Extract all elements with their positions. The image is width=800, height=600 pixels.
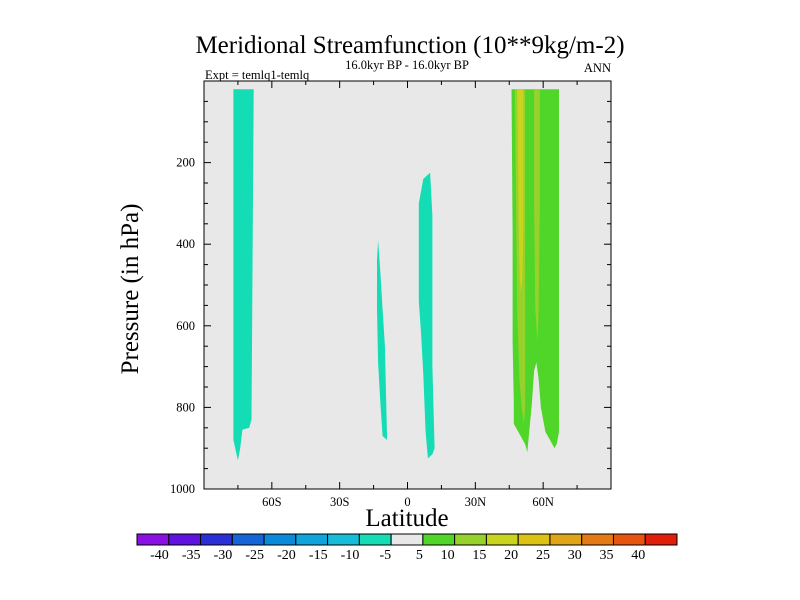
contour-region-northern-peak [517, 89, 524, 294]
y-tick-label: 800 [176, 400, 195, 414]
colorbar: -40 -35 -30 -25 -20 -15 -10 -5 5 10 15 20 25 30 35 40 [136, 533, 678, 563]
x-axis-label: Latitude [365, 505, 448, 532]
colorbar-label: -25 [245, 548, 264, 563]
colorbar-label: 40 [631, 548, 645, 563]
colorbar-swatch [168, 533, 202, 546]
colorbar-label: -10 [341, 548, 360, 563]
colorbar-label: 35 [599, 548, 613, 563]
period-label: 16.0kyr BP - 16.0kyr BP [345, 58, 469, 72]
colorbar-label: -5 [379, 548, 391, 563]
colorbar-swatch [454, 533, 487, 546]
colorbar-label: 20 [504, 548, 518, 563]
colorbar-swatch [612, 533, 646, 546]
season-label: ANN [584, 61, 611, 75]
colorbar-swatch [549, 533, 583, 546]
colorbar-swatch [358, 533, 392, 546]
colorbar-label: 25 [536, 548, 550, 563]
contour-region-northern-core-east [534, 89, 540, 343]
colorbar-swatch [200, 533, 233, 546]
contour-region-tropical-band-north [418, 172, 435, 459]
colorbar-swatch [231, 533, 265, 546]
colorbar-swatch [581, 533, 614, 546]
y-tick-label: 200 [176, 156, 195, 170]
colorbar-label: 5 [416, 548, 423, 563]
colorbar-label: 10 [441, 548, 455, 563]
colorbar-label: 15 [472, 548, 486, 563]
colorbar-swatch [327, 533, 360, 546]
y-axis-label: Pressure (in hPa) [117, 204, 144, 375]
x-tick-label: 0 [404, 495, 410, 509]
colorbar-swatch [644, 533, 678, 546]
colorbar-label: 30 [568, 548, 582, 563]
x-axis: 60S 30S 0 30N 60N [237, 81, 578, 509]
x-tick-label: 30S [330, 495, 350, 509]
colorbar-swatch [517, 533, 551, 546]
y-tick-label: 600 [176, 319, 195, 333]
x-tick-label: 60S [262, 495, 282, 509]
colorbar-swatch [422, 533, 456, 546]
contour-region-southern-band [233, 89, 254, 461]
y-tick-label: 400 [176, 237, 195, 251]
x-tick-label: 60N [532, 495, 554, 509]
colorbar-swatch [295, 533, 329, 546]
x-tick-label: 30N [465, 495, 487, 509]
colorbar-label: -15 [309, 548, 328, 563]
colorbar-swatch [390, 533, 424, 546]
plot-area [203, 80, 612, 490]
colorbar-label: -35 [182, 548, 201, 563]
colorbar-swatch [263, 533, 297, 546]
y-tick-label: 1000 [170, 482, 195, 496]
colorbar-label: -30 [214, 548, 233, 563]
contour-region-tropical-band-south [377, 240, 388, 440]
experiment-label: Expt = temlq1-temlq [205, 68, 310, 82]
colorbar-label: -20 [277, 548, 296, 563]
y-axis: 200 400 600 800 1000 [170, 100, 611, 496]
colorbar-swatch [136, 533, 170, 546]
colorbar-label: -40 [150, 548, 169, 563]
colorbar-swatch [485, 533, 519, 546]
chart-title: Meridional Streamfunction (10**9kg/m-2) [195, 32, 624, 59]
